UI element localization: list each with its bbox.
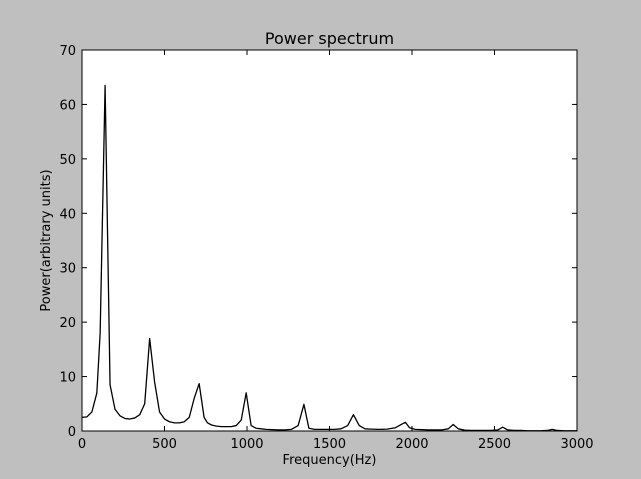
x-tick-label: 2000 xyxy=(395,437,428,452)
series-layer xyxy=(81,84,577,432)
y-tick-label: 30 xyxy=(59,262,76,277)
y-tick-label: 10 xyxy=(59,371,76,386)
y-axis-title: Power(arbitrary units) xyxy=(39,169,54,311)
x-tick-label: 500 xyxy=(152,437,177,452)
y-tick-label: 20 xyxy=(59,316,76,331)
x-tick-label: 0 xyxy=(78,437,86,452)
x-tick-label: 2500 xyxy=(478,437,511,452)
x-tick-label: 3000 xyxy=(560,437,593,452)
y-tick-label: 60 xyxy=(59,98,76,113)
y-tick-label: 40 xyxy=(59,207,76,222)
y-tick-label: 50 xyxy=(59,153,76,168)
x-axis: 0 500 1000 1500 2000 2500 3000 xyxy=(78,50,594,452)
plot-area xyxy=(82,50,577,431)
x-tick-label: 1500 xyxy=(313,437,346,452)
x-axis-title: Frequency(Hz) xyxy=(283,453,377,468)
y-tick-label: 70 xyxy=(59,44,76,59)
chart-title: Power spectrum xyxy=(265,29,394,48)
x-tick-label: 1000 xyxy=(230,437,263,452)
y-tick-label: 0 xyxy=(68,425,76,440)
series-line-0 xyxy=(81,84,577,432)
y-axis: 0 10 20 30 40 50 60 70 xyxy=(59,44,577,440)
